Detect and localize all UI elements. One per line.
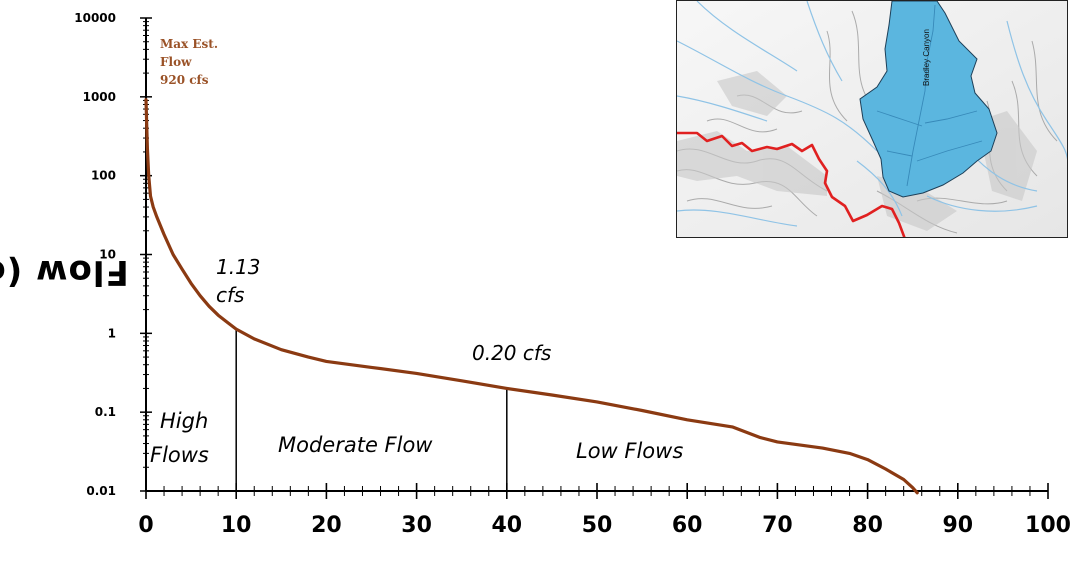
zone-high-line2: Flows <box>150 443 209 467</box>
y-tick-labels: 10000 1000 100 10 1 0.1 0.01 <box>74 11 116 498</box>
x-tick-label: 100 <box>1025 513 1071 538</box>
boundary-line <box>677 131 906 237</box>
max-flow-label-line1: Max Est. <box>160 37 218 51</box>
y-tick-label: 100 <box>91 169 116 183</box>
zone-low: Low Flows <box>576 439 683 463</box>
x-tick-label: 0 <box>138 513 153 538</box>
watershed-streams <box>876 4 983 187</box>
x-tick-label: 90 <box>942 513 973 538</box>
inset-map-graphic: Bradley Canyon <box>677 1 1067 237</box>
reference-lines <box>235 329 508 491</box>
x-tick-label: 70 <box>762 513 793 538</box>
x-tick-label: 50 <box>582 513 613 538</box>
x-tick-label: 30 <box>401 513 432 538</box>
flow-duration-line <box>144 98 919 495</box>
max-flow-label-line2: Flow <box>160 55 192 69</box>
point-40-label: 0.20 cfs <box>472 341 551 365</box>
y-tick-label: 1 <box>108 326 116 340</box>
y-tick-label: 10000 <box>74 11 116 25</box>
point-10-label-value: 1.13 <box>216 255 261 279</box>
x-tick-label: 10 <box>221 513 252 538</box>
x-tick-labels: 0 10 20 30 40 50 60 70 80 90 100 <box>138 513 1071 538</box>
x-tick-label: 20 <box>311 513 342 538</box>
y-tick-label: 1000 <box>83 90 116 104</box>
y-tick-label: 0.1 <box>95 405 116 419</box>
x-tick-label: 60 <box>672 513 703 538</box>
bradley-canyon-watershed <box>859 1 998 198</box>
max-flow-label-line3: 920 cfs <box>160 73 209 87</box>
zone-moderate: Moderate Flow <box>278 433 433 457</box>
y-tick-label: 0.01 <box>86 484 116 498</box>
y-tick-label: 10 <box>99 248 116 262</box>
x-tick-label: 80 <box>852 513 883 538</box>
watershed-inset-map: Bradley Canyon <box>676 0 1068 238</box>
point-10-label-unit: cfs <box>216 283 244 307</box>
x-tick-label: 40 <box>491 513 522 538</box>
watershed-label: Bradley Canyon <box>922 29 931 86</box>
zone-high-line1: High <box>160 409 208 433</box>
